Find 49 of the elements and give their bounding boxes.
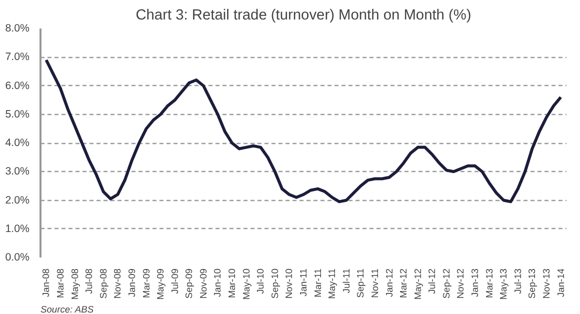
x-tick-label: Nov-11 [370, 268, 380, 298]
x-tick-label: Jan-08 [41, 268, 52, 298]
y-tick-label: 6.0% [5, 80, 30, 92]
x-tick-label: Jul-10 [256, 268, 266, 294]
y-tick-label: 7.0% [5, 51, 30, 64]
x-tick-label: Jul-08 [84, 268, 94, 294]
source-note: Source: ABS [40, 304, 94, 314]
x-tick-label: Nov-08 [112, 268, 123, 299]
x-tick-label: Nov-13 [541, 268, 552, 299]
x-tick-label: Sep-08 [98, 268, 108, 299]
y-tick-label: 3.0% [5, 166, 30, 178]
x-tick-label: Mar-08 [56, 268, 66, 298]
x-tick-label: Jan-09 [126, 268, 137, 298]
chart-title: Chart 3: Retail trade (turnover) Month on Month (%) [136, 8, 472, 24]
line-series [44, 58, 562, 204]
x-tick-label: Jul-13 [512, 268, 523, 294]
x-tick-label: May-09 [156, 268, 166, 300]
x-tick-label: Nov-12 [456, 268, 466, 299]
x-tick-label: Mar-09 [141, 268, 152, 298]
y-tick-label: 0.0% [5, 252, 30, 264]
x-tick-label: Mar-10 [227, 268, 238, 298]
y-tick-label: 1.0% [5, 222, 30, 235]
x-tick-label: Jul-09 [170, 268, 180, 294]
y-tick-label: 4.0% [5, 137, 30, 149]
x-tick-label: Jan-14 [556, 268, 566, 298]
x-tick-label: May-11 [327, 268, 338, 299]
x-tick-label: Jul-11 [341, 268, 352, 294]
x-tick-label: Jan-13 [470, 268, 480, 298]
x-tick-label: Mar-12 [398, 268, 409, 298]
x-tick-label: May-10 [241, 268, 252, 300]
x-tick-label: Mar-13 [484, 268, 494, 298]
x-tick-label: Jan-11 [298, 268, 308, 296]
x-tick-label: Nov-09 [198, 268, 208, 299]
x-tick-label: Nov-10 [284, 268, 294, 299]
x-tick-label: Sep-12 [441, 268, 452, 299]
y-tick-label: 2.0% [5, 194, 30, 206]
x-tick-label: Mar-11 [312, 268, 323, 298]
x-tick-label: May-13 [498, 268, 509, 300]
x-tick-label: May-12 [412, 268, 423, 300]
x-tick-label: May-08 [70, 268, 80, 300]
x-tick-label: Sep-11 [356, 268, 366, 298]
x-tick-label: Jan-12 [384, 268, 394, 298]
y-tick-label: 5.0% [5, 108, 30, 120]
y-tick-label: 8.0% [5, 22, 30, 34]
x-tick-label: Jul-12 [427, 268, 438, 294]
x-tick-label: Jan-10 [212, 268, 223, 298]
x-tick-label: Sep-13 [527, 268, 538, 299]
x-tick-label: Sep-09 [184, 268, 194, 299]
x-tick-label: Sep-10 [270, 268, 280, 299]
